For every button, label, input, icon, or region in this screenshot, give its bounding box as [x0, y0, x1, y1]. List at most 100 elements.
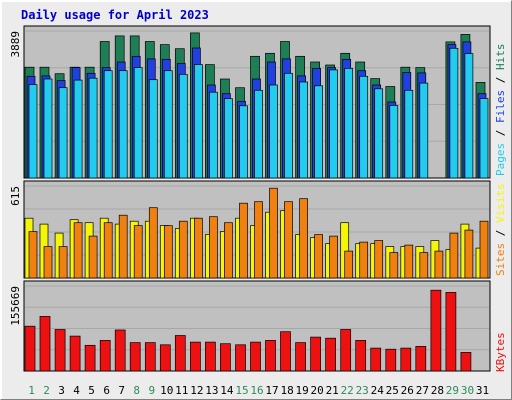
x-tick-label-day-26: 26 [401, 384, 414, 397]
bar-pages-day-20 [314, 85, 323, 179]
bar-pages-day-12 [194, 64, 203, 179]
bar-sites-day-18 [284, 201, 293, 279]
bar-pages-day-9 [148, 79, 158, 179]
bar-kbytes-day-1 [24, 325, 36, 372]
bar-sites-day-26 [404, 244, 414, 279]
x-tick-label-day-28: 28 [431, 384, 444, 397]
bar-pages-day-19 [299, 81, 308, 179]
panel-2-legend: Sites / Visits [494, 183, 507, 276]
legend-item-hits: Hits [494, 44, 507, 71]
x-tick-label-day-18: 18 [280, 384, 293, 397]
panel-2-ymax-label: 615 [9, 186, 22, 206]
legend-separator: / [494, 123, 507, 143]
bar-pages-day-1 [28, 84, 38, 179]
panel-1-legend: Pages / Files / Hits [494, 44, 507, 177]
x-tick-label-day-15: 15 [235, 384, 248, 397]
bar-sites-day-4 [73, 222, 83, 279]
bar-pages-day-31 [479, 98, 489, 179]
x-tick-label-day-19: 19 [295, 384, 308, 397]
bar-pages-day-6 [103, 70, 113, 179]
bar-pages-day-13 [209, 91, 218, 179]
bar-sites-day-27 [419, 252, 429, 279]
bar-pages-day-11 [178, 74, 188, 179]
bar-kbytes-day-10 [159, 344, 171, 372]
legend-separator: / [494, 223, 507, 243]
bar-sites-day-30 [464, 229, 474, 279]
bar-kbytes-day-3 [54, 329, 66, 372]
panel-3-legend: KBytes [494, 332, 507, 372]
x-tick-label-day-1: 1 [28, 384, 35, 397]
bar-pages-day-8 [133, 67, 143, 179]
bar-pages-day-17 [269, 84, 278, 179]
bar-kbytes-day-17 [265, 340, 276, 372]
bar-sites-day-12 [194, 217, 203, 279]
bar-kbytes-day-14 [220, 343, 231, 372]
bar-sites-day-7 [118, 214, 128, 279]
bar-kbytes-day-22 [340, 329, 352, 372]
bar-sites-day-28 [434, 250, 444, 279]
bar-sites-day-23 [359, 241, 369, 279]
x-tick-label-day-2: 2 [43, 384, 50, 397]
x-tick-label-day-29: 29 [446, 384, 459, 397]
bar-sites-day-16 [254, 201, 263, 279]
legend-item-pages: Pages [494, 143, 507, 176]
bar-kbytes-day-20 [310, 336, 321, 372]
x-tick-label-day-14: 14 [220, 384, 234, 397]
bar-kbytes-day-27 [415, 346, 427, 372]
x-tick-label-day-10: 10 [160, 384, 173, 397]
bar-sites-day-24 [374, 240, 384, 279]
x-tick-label-day-22: 22 [341, 384, 354, 397]
x-tick-label-day-3: 3 [58, 384, 65, 397]
x-tick-label-day-21: 21 [326, 384, 339, 397]
bar-pages-day-18 [284, 72, 293, 179]
bar-sites-day-17 [269, 187, 278, 279]
bar-kbytes-day-7 [114, 329, 126, 372]
bar-sites-day-19 [299, 198, 308, 279]
bar-kbytes-day-15 [235, 344, 246, 372]
panel-3-ymax-label: 155669 [9, 286, 22, 326]
x-tick-label-day-17: 17 [265, 384, 278, 397]
bar-kbytes-day-9 [144, 342, 156, 372]
bar-kbytes-day-6 [99, 340, 111, 372]
bar-kbytes-day-24 [370, 347, 382, 372]
x-tick-label-day-20: 20 [310, 384, 323, 397]
legend-item-files: Files [494, 90, 507, 123]
bar-pages-day-7 [118, 70, 128, 179]
bar-kbytes-day-23 [355, 340, 367, 372]
bar-sites-day-14 [224, 222, 233, 279]
bar-sites-day-8 [133, 225, 143, 279]
x-tick-label-day-27: 27 [416, 384, 429, 397]
bar-sites-day-13 [209, 216, 218, 279]
bar-sites-day-20 [314, 234, 323, 279]
bar-pages-day-23 [359, 75, 369, 179]
bar-pages-day-14 [224, 98, 233, 179]
x-tick-label-day-11: 11 [175, 384, 188, 397]
legend-separator: / [494, 70, 507, 90]
bar-sites-day-29 [449, 232, 459, 279]
bar-pages-day-30 [464, 53, 474, 179]
bar-kbytes-day-25 [385, 348, 397, 372]
x-tick-label-day-31: 31 [476, 384, 489, 397]
x-tick-label-day-16: 16 [250, 384, 263, 397]
bar-kbytes-day-8 [129, 342, 141, 372]
bar-pages-day-2 [43, 78, 53, 179]
bar-pages-day-25 [389, 105, 399, 179]
bar-kbytes-day-19 [295, 342, 306, 372]
bar-sites-day-2 [43, 246, 53, 279]
bar-kbytes-day-2 [39, 316, 51, 372]
bar-sites-day-31 [479, 220, 489, 279]
x-tick-label-day-25: 25 [386, 384, 399, 397]
bar-kbytes-day-30 [460, 352, 472, 372]
x-tick-label-day-30: 30 [461, 384, 474, 397]
bar-kbytes-day-12 [190, 341, 201, 372]
bar-kbytes-day-18 [280, 331, 291, 372]
bar-pages-day-27 [419, 82, 429, 179]
legend-item-visits: Visits [494, 183, 507, 223]
bar-sites-day-9 [148, 207, 158, 279]
bar-kbytes-day-11 [174, 335, 186, 372]
bar-sites-day-6 [103, 222, 113, 279]
x-tick-label-day-24: 24 [371, 384, 385, 397]
bar-pages-day-4 [73, 79, 83, 179]
bar-sites-day-1 [28, 231, 38, 279]
